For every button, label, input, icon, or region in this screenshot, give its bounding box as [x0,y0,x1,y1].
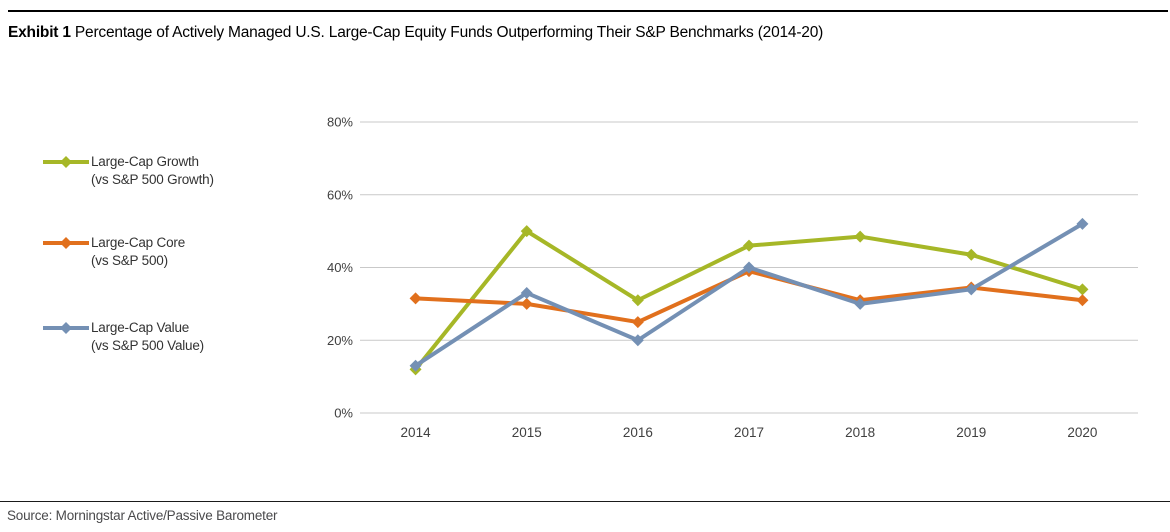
data-point-marker [743,261,755,274]
legend-series-name: Large-Cap Growth [91,154,199,169]
legend-item-growth: Large-Cap Growth (vs S&P 500 Growth) [43,153,214,189]
data-point-marker [854,297,867,310]
exhibit-label: Exhibit 1 [8,24,71,41]
legend-swatch-growth-icon [43,156,89,168]
y-axis-tick-label: 80% [327,115,353,130]
y-axis-tick-label: 40% [327,260,353,275]
data-point-marker [520,297,533,310]
data-point-marker [1076,283,1089,296]
data-point-marker [409,292,422,305]
legend-swatch-value-icon [43,322,89,334]
data-point-marker [854,230,867,243]
data-point-marker [1076,294,1089,307]
x-axis-tick-label: 2017 [734,425,764,440]
bottom-rule [0,501,1170,502]
line-chart: 0% 20% 40% 60% 80% 2014 2015 2016 2017 2018 2019 20… [327,115,1138,440]
data-point-marker [631,334,644,347]
x-axis-tick-label: 2016 [623,425,653,440]
legend-series-name: Large-Cap Value [91,320,190,335]
legend-label-growth: Large-Cap Growth (vs S&P 500 Growth) [91,153,214,189]
data-point-marker [965,283,978,296]
legend-label-value: Large-Cap Value (vs S&P 500 Value) [91,319,204,355]
data-point-marker [520,225,533,238]
data-point-marker [1076,217,1089,230]
exhibit-title: Exhibit 1 Percentage of Actively Managed… [8,24,823,42]
x-axis-tick-label: 2018 [845,425,875,440]
legend-swatch-core-icon [43,237,89,249]
data-point-marker [743,239,755,252]
data-point-marker [631,316,644,329]
legend-series-benchmark: (vs S&P 500 Growth) [91,172,214,187]
x-axis-tick-label: 2015 [512,425,542,440]
y-axis-tick-label: 20% [327,333,353,348]
exhibit-title-text: Percentage of Actively Managed U.S. Larg… [74,24,824,41]
top-rule [8,10,1168,12]
legend-series-benchmark: (vs S&P 500 Value) [91,338,204,353]
y-axis-tick-label: 0% [334,406,353,421]
legend-item-core: Large-Cap Core (vs S&P 500) [43,234,185,270]
y-axis-tick-label: 60% [327,187,353,202]
series-line [415,269,1083,325]
data-point-marker [631,294,644,307]
data-point-marker [409,359,422,372]
legend-item-value: Large-Cap Value (vs S&P 500 Value) [43,319,204,355]
x-axis-tick-label: 2020 [1067,425,1097,440]
legend-series-name: Large-Cap Core [91,235,186,250]
source-text: Source: Morningstar Active/Passive Barom… [7,508,278,523]
x-axis-tick-label: 2019 [956,425,986,440]
legend-series-benchmark: (vs S&P 500) [91,253,168,268]
x-axis-tick-label: 2014 [401,425,432,440]
data-point-marker [965,248,978,261]
data-point-marker [520,286,533,299]
legend-label-core: Large-Cap Core (vs S&P 500) [91,234,185,270]
